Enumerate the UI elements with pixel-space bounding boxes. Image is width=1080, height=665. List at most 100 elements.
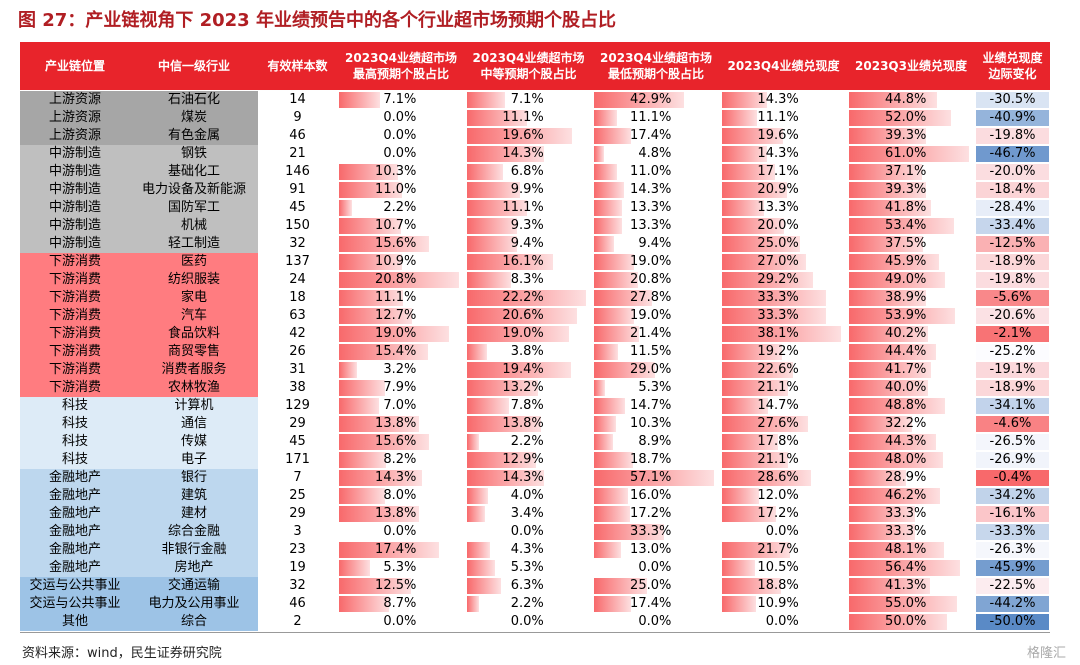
cell-text: 45.9% [885,254,927,269]
row-bg [20,289,258,307]
cell-text: 42.9% [630,92,672,107]
data-bar [849,290,926,306]
heat-cell [976,344,1049,360]
data-bar [339,290,404,306]
cell-text: 17.2% [757,506,799,521]
data-bar [594,452,634,468]
header-cell: 2023Q4业绩超市场 最高预期个股占比 [337,42,465,90]
data-bar [339,362,358,378]
cell-text: 44.4% [885,344,927,359]
cell-text: 下游消费 [48,272,101,287]
data-bar [594,416,616,432]
cell-text: 40.0% [885,380,927,395]
data-bar [594,110,618,126]
row-bg [20,541,258,559]
cell-text: 11.0% [630,164,672,179]
data-bar [722,380,788,396]
data-bar [849,110,952,126]
cell-text: 8.3% [510,272,544,287]
data-bar [467,596,479,612]
cell-text: 39.3% [885,128,927,143]
cell-text: 20.6% [502,308,544,323]
data-bar [594,506,631,522]
cell-text: 53.4% [885,218,927,233]
cell-text: 13.3% [630,200,672,215]
cell-text: 6.8% [510,164,544,179]
cell-text: 48.0% [885,452,927,467]
header-text: 2023Q4业绩超市场 [472,51,585,65]
header-text: 最高预期个股占比 [352,67,449,81]
heat-cell [976,470,1049,486]
cell-text: 25.0% [630,578,672,593]
data-bar [849,524,915,540]
data-bar [849,452,944,468]
row-bg [20,235,258,253]
data-bar [594,146,605,162]
data-bar [339,182,403,198]
cell-text: 基础化工 [167,164,220,179]
cell-text: 33.3% [885,524,927,539]
data-bar [722,434,778,450]
cell-text: 19.0% [375,326,417,341]
cell-text: 12.5% [375,578,417,593]
cell-text: 0.0% [383,128,417,143]
cell-text: 7.8% [510,398,544,413]
row-bg [20,577,258,595]
cell-text: 17.4% [630,596,672,611]
data-bar [722,110,757,126]
data-bar [339,452,387,468]
cell-text: 17.1% [757,164,799,179]
heat-cell [976,542,1049,558]
cell-text: 食品饮料 [167,326,220,341]
cell-text: 19 [289,560,306,575]
heat-cell [976,218,1049,234]
cell-text: 46.2% [885,488,927,503]
cell-text: -0.4% [993,470,1032,485]
cell-text: 8.2% [383,452,417,467]
row-bg [20,361,258,379]
cell-text: -26.3% [989,542,1036,557]
cell-text: 非银行金融 [161,542,227,557]
data-bar [467,326,569,342]
data-bar [722,488,760,504]
heat-cell [976,308,1049,324]
cell-text: 建筑 [180,488,207,503]
cell-text: 下游消费 [48,308,101,323]
header-cell: 中信一级行业 [130,42,258,90]
cell-text: 33.3% [757,290,799,305]
cell-text: 19.4% [502,362,544,377]
cell-text: 14.3% [375,470,417,485]
cell-text: 18.8% [757,578,799,593]
cell-text: 6.3% [510,578,544,593]
cell-text: -18.9% [989,254,1036,269]
cell-text: 15.6% [375,236,417,251]
data-bar [594,596,631,612]
data-bar [722,470,812,486]
data-bar [849,272,946,288]
cell-text: 中游制造 [48,182,101,197]
data-bar [594,92,685,108]
data-bar [722,596,757,612]
data-bar [722,578,781,594]
header-text: 中等预期个股占比 [480,67,577,81]
cell-text: -25.2% [989,344,1036,359]
data-bar [467,164,504,180]
data-bar [594,290,653,306]
cell-text: 14.7% [757,398,799,413]
cell-text: -18.4% [989,182,1036,197]
data-bar [722,128,784,144]
cell-text: 13.8% [375,416,417,431]
header-bg [20,42,1050,90]
cell-text: 金融地产 [48,506,101,521]
cell-text: 28.6% [757,470,799,485]
cell-text: 5.3% [638,380,672,395]
data-bar [722,326,841,342]
cell-text: -4.6% [993,416,1032,431]
data-bar [594,398,625,414]
data-bar [722,308,826,324]
cell-text: 56.4% [885,560,927,575]
table-bottom-line [20,632,1050,633]
cell-text: 电力及公用事业 [148,596,240,611]
cell-text: 13.3% [757,200,799,215]
cell-text: 41.8% [885,200,927,215]
